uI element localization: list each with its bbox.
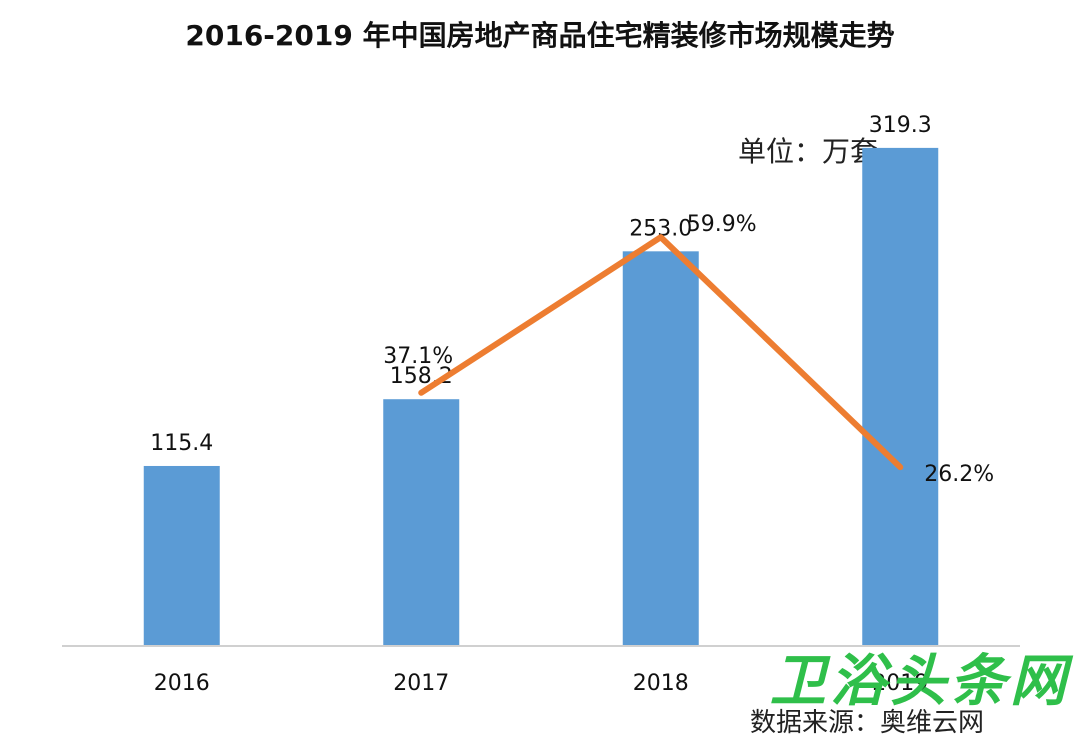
x-tick-label: 2016 <box>154 671 210 696</box>
growth-rate-label: 37.1% <box>383 344 453 369</box>
growth-line <box>418 234 904 471</box>
bar <box>143 465 220 646</box>
bar <box>862 147 939 646</box>
bar <box>622 251 699 646</box>
source-label: 数据来源：奥维云网 <box>750 708 985 738</box>
growth-rate-label: 26.2% <box>924 462 994 487</box>
chart-title: 2016-2019 年中国房地产商品住宅精装修市场规模走势 <box>185 19 895 52</box>
unit-label: 单位：万套 <box>738 135 879 168</box>
bar-value-label: 319.3 <box>869 113 932 138</box>
growth-rate-label: 59.9% <box>687 212 757 237</box>
x-tick-label: 2019 <box>872 671 928 696</box>
bar-value-label: 115.4 <box>150 431 213 456</box>
bar <box>383 399 460 646</box>
site-watermark: 卫浴头条网 <box>770 649 1070 714</box>
x-tick-label: 2018 <box>633 671 689 696</box>
x-tick-label: 2017 <box>393 671 449 696</box>
